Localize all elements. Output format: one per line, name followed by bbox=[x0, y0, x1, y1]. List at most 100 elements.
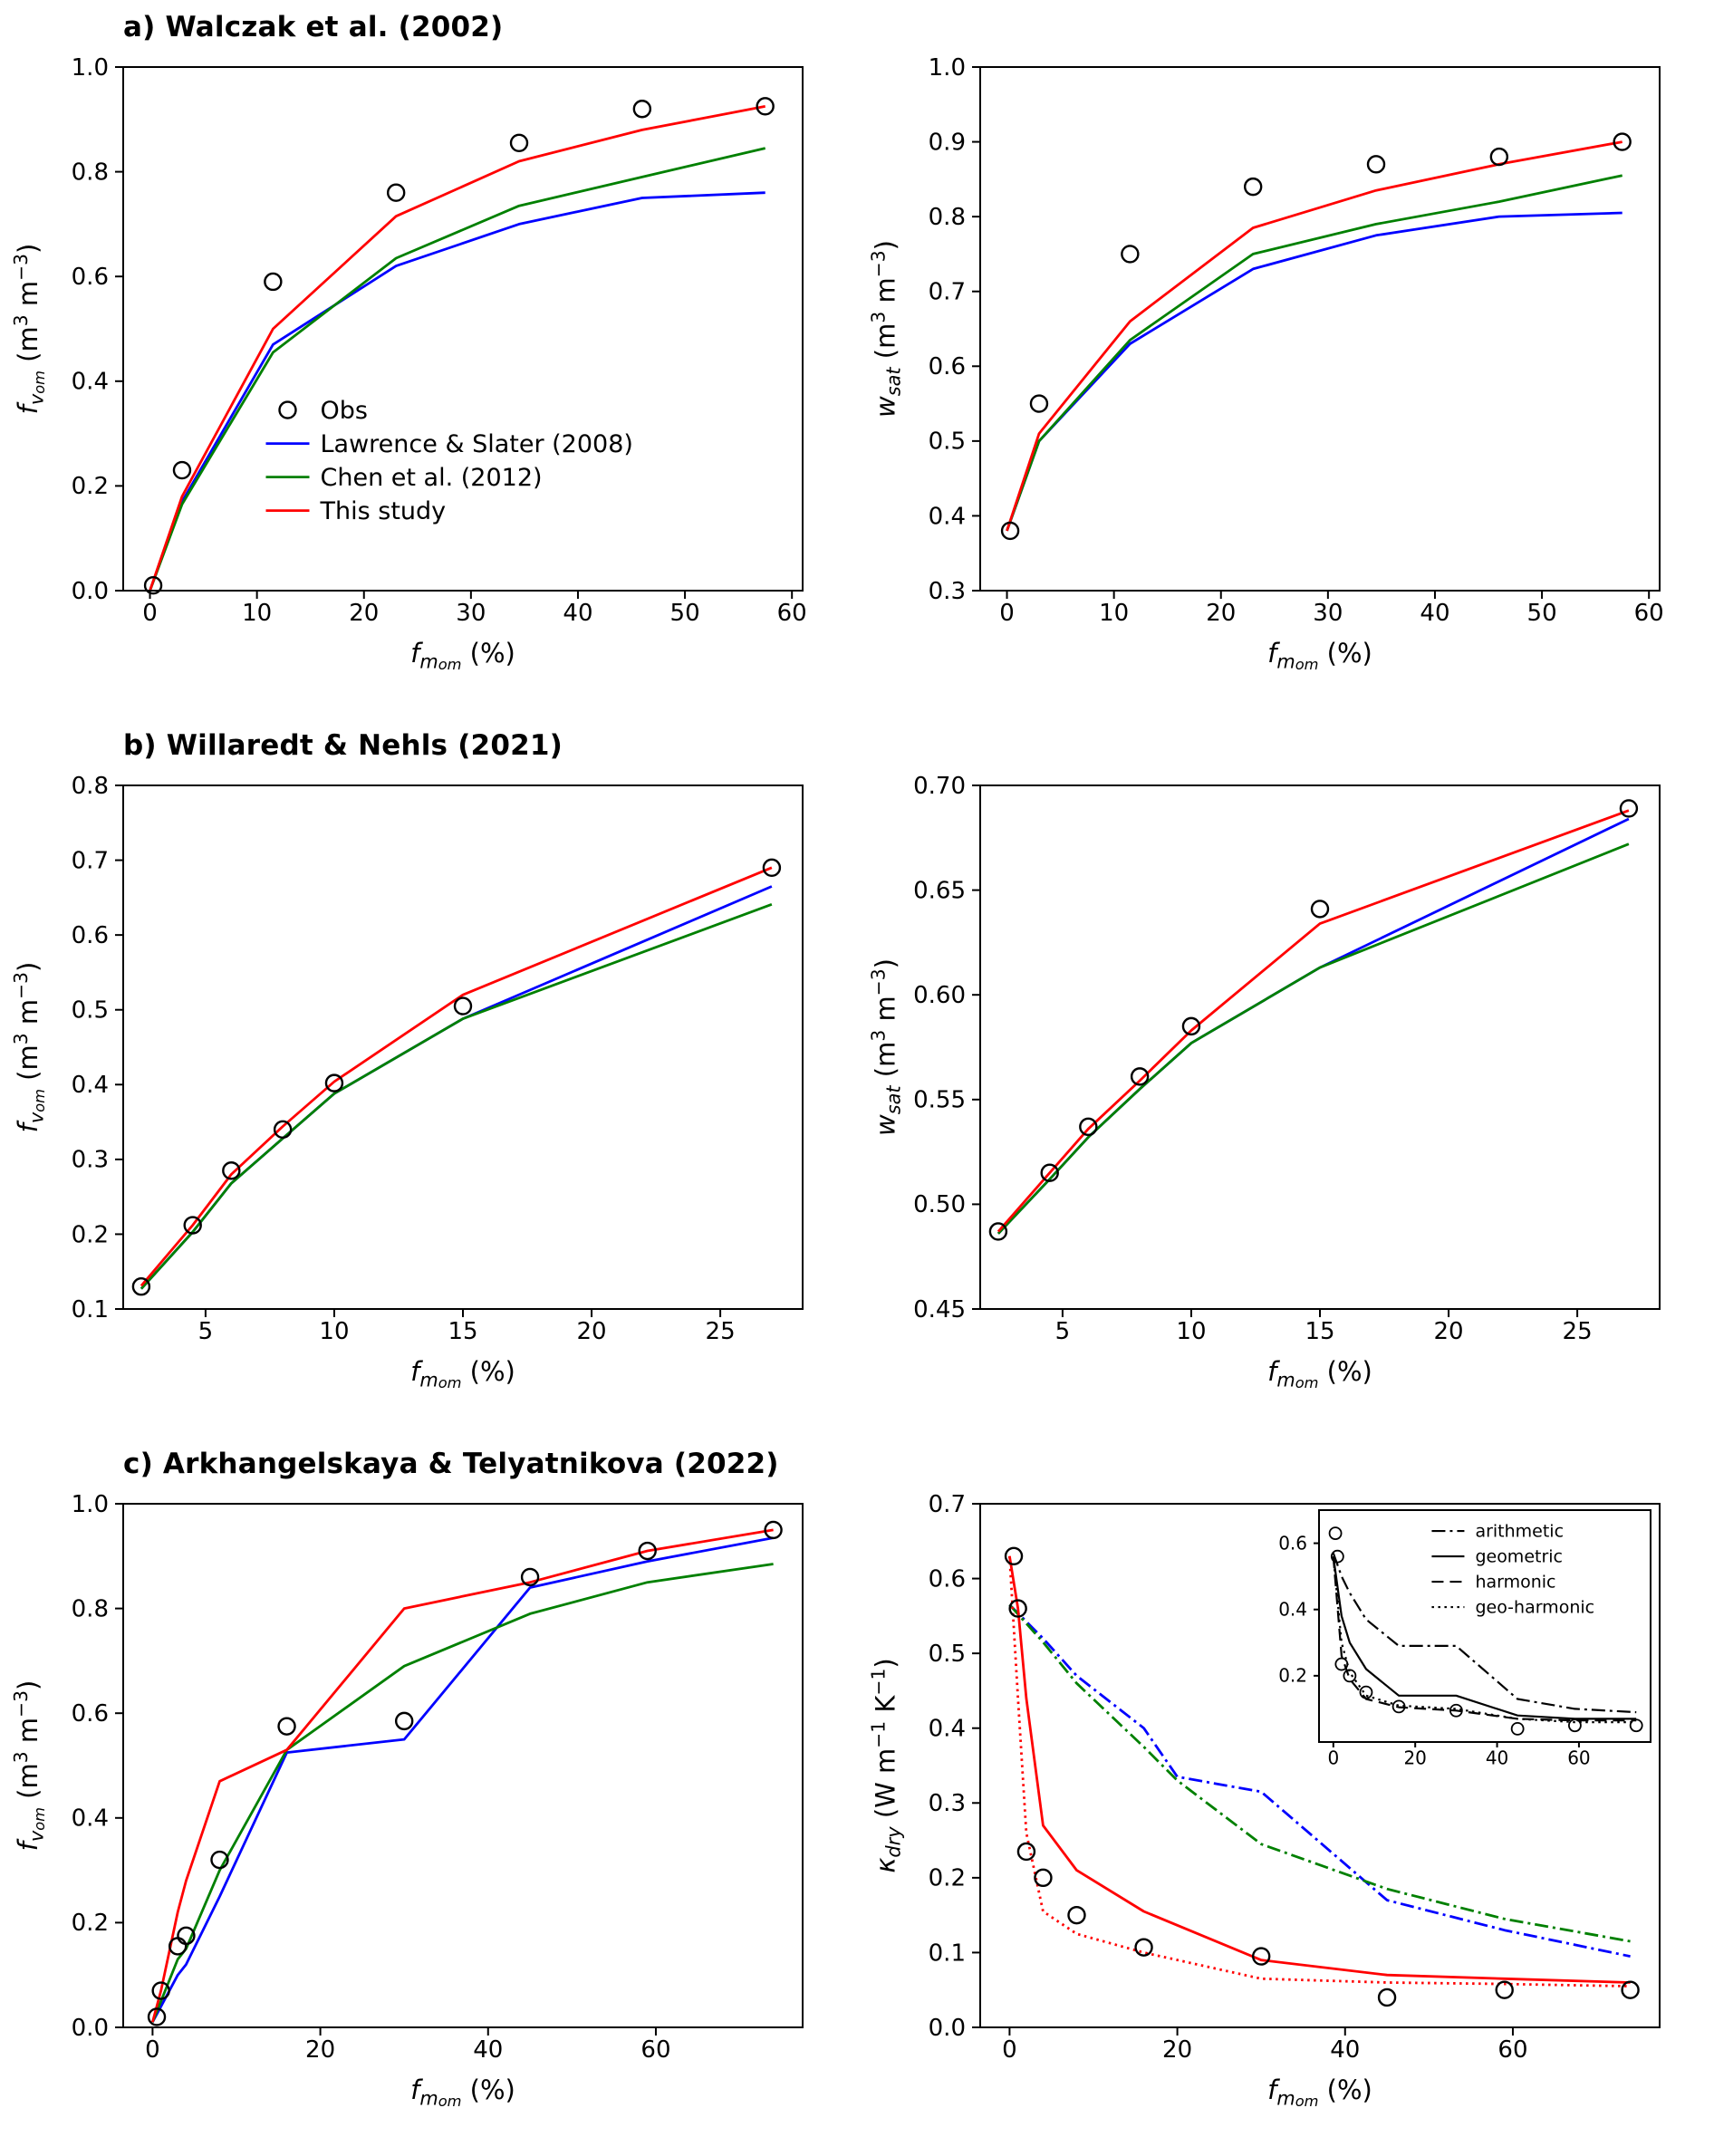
obs-marker bbox=[172, 460, 192, 480]
y-tick-label: 0.8 bbox=[929, 204, 966, 231]
obs-marker bbox=[147, 2007, 167, 2026]
y-axis-label-fvom: fvom (m3 m−3) bbox=[9, 243, 49, 415]
series-line bbox=[1008, 1555, 1631, 1988]
y-axis-label-fvom: fvom (m3 m−3) bbox=[9, 961, 49, 1133]
obs-marker bbox=[177, 1926, 196, 1946]
x-tick-label: 10 bbox=[1176, 1318, 1206, 1345]
axes-frame bbox=[122, 1503, 804, 2028]
series-line bbox=[997, 842, 1630, 1235]
x-axis-label-fmom: fmom (%) bbox=[1267, 638, 1372, 674]
obs-marker bbox=[1391, 1699, 1406, 1714]
legend-label: Lawrence & Slater (2008) bbox=[321, 430, 633, 458]
y-tick-label: 0.4 bbox=[929, 1716, 966, 1743]
panel-c-left: c) Arkhangelskaya & Telyatnikova (2022) … bbox=[0, 1437, 857, 2155]
y-tick-label: 0.6 bbox=[1278, 1532, 1307, 1554]
panel-b-right-title bbox=[980, 729, 1714, 775]
x-tick-label: 10 bbox=[1099, 600, 1129, 627]
obs-marker bbox=[1016, 1842, 1036, 1862]
axes-frame bbox=[979, 1503, 1661, 2028]
obs-marker bbox=[1377, 1988, 1397, 2007]
panel-a-right-title bbox=[980, 11, 1714, 56]
x-tick-label: 60 bbox=[1567, 1747, 1590, 1768]
y-tick-label: 0.2 bbox=[72, 1910, 109, 1937]
y-tick-label: 0.9 bbox=[929, 129, 966, 156]
obs-marker bbox=[1328, 1526, 1343, 1541]
legend-label: arithmetic bbox=[1475, 1522, 1564, 1542]
x-tick-label: 5 bbox=[198, 1318, 214, 1345]
y-tick-label: 0.4 bbox=[929, 503, 966, 530]
y-tick-label: 0.0 bbox=[72, 578, 109, 605]
obs-marker bbox=[1243, 177, 1263, 197]
y-axis-label-wsat: wsat (m3 m−3) bbox=[867, 958, 905, 1136]
panel-c-right-title bbox=[980, 1448, 1714, 1493]
obs-marker bbox=[222, 1161, 241, 1180]
obs-marker bbox=[1510, 1721, 1525, 1736]
obs-marker bbox=[1034, 1868, 1053, 1888]
obs-marker bbox=[1067, 1905, 1086, 1925]
x-tick-label: 0 bbox=[1327, 1747, 1339, 1768]
panel-a-title: a) Walczak et al. (2002) bbox=[123, 11, 504, 43]
chart-c-kdry-inset: 0 20 40 60 0.2 0.4 0.6 arithmetic geometric harmo… bbox=[1272, 1505, 1656, 1775]
obs-marker bbox=[210, 1850, 229, 1870]
x-tick-label: 20 bbox=[305, 2036, 335, 2064]
y-tick-label: 0.4 bbox=[72, 369, 109, 396]
series-line bbox=[1332, 1553, 1637, 1714]
series-line bbox=[140, 866, 773, 1287]
legend-label: geo-harmonic bbox=[1475, 1598, 1594, 1618]
series-line bbox=[1006, 174, 1623, 532]
obs-marker bbox=[632, 100, 652, 119]
x-tick-label: 25 bbox=[706, 1318, 736, 1345]
x-tick-label: 20 bbox=[349, 600, 379, 627]
obs-marker bbox=[638, 1541, 657, 1561]
y-tick-label: 0.0 bbox=[929, 2015, 966, 2042]
panel-b-title: b) Willaredt & Nehls (2021) bbox=[123, 729, 563, 762]
x-axis-label-fmom: fmom (%) bbox=[1267, 2074, 1372, 2111]
obs-marker bbox=[1029, 394, 1049, 413]
y-tick-label: 0.8 bbox=[72, 159, 109, 186]
axes-frame bbox=[979, 784, 1661, 1310]
x-tick-label: 0 bbox=[1002, 2036, 1017, 2064]
obs-marker bbox=[764, 1520, 783, 1540]
y-tick-label: 0.5 bbox=[929, 428, 966, 456]
x-tick-label: 20 bbox=[1433, 1318, 1463, 1345]
y-tick-label: 0.6 bbox=[72, 1700, 109, 1728]
y-tick-label: 0.8 bbox=[72, 1595, 109, 1622]
series-line bbox=[1332, 1556, 1637, 1724]
series-line bbox=[1008, 1603, 1631, 1958]
y-tick-label: 0.2 bbox=[72, 1221, 109, 1248]
y-tick-label: 0.4 bbox=[72, 1072, 109, 1099]
obs-marker bbox=[1040, 1163, 1059, 1182]
series-line bbox=[149, 191, 766, 592]
obs-marker bbox=[1079, 1117, 1098, 1137]
x-tick-label: 20 bbox=[576, 1318, 606, 1345]
x-tick-label: 40 bbox=[1330, 2036, 1360, 2064]
x-tick-label: 40 bbox=[1420, 600, 1449, 627]
legend-label: Obs bbox=[321, 397, 368, 425]
y-tick-label: 0.3 bbox=[929, 578, 966, 605]
x-axis-label-fmom: fmom (%) bbox=[410, 2074, 515, 2111]
obs-marker bbox=[1310, 900, 1330, 919]
obs-marker bbox=[1181, 1016, 1201, 1036]
panel-c-right: κdry (W m−1 K−1) 0 20 40 60 0.0 0.1 0.2 0.3 0.4 0… bbox=[857, 1437, 1714, 2155]
x-tick-label: 20 bbox=[1403, 1747, 1426, 1768]
y-tick-label: 0.3 bbox=[72, 1147, 109, 1174]
panel-a-left: a) Walczak et al. (2002) fvom (m3 m−3) 0… bbox=[0, 0, 857, 718]
x-axis-label-fmom: fmom (%) bbox=[410, 1356, 515, 1392]
x-axis-label-fmom: fmom (%) bbox=[1267, 1356, 1372, 1392]
chart-c-fvom: 0 20 40 60 0.0 0.2 0.4 0.6 0.8 1.0 bbox=[72, 1493, 804, 2064]
y-tick-label: 0.4 bbox=[1278, 1599, 1307, 1621]
obs-marker bbox=[273, 1120, 293, 1140]
obs-marker bbox=[520, 1567, 540, 1587]
obs-marker bbox=[756, 97, 775, 116]
x-tick-label: 50 bbox=[1527, 600, 1557, 627]
x-tick-label: 40 bbox=[1486, 1747, 1508, 1768]
y-tick-label: 0.5 bbox=[929, 1641, 966, 1668]
obs-marker bbox=[183, 1216, 202, 1235]
obs-marker bbox=[264, 272, 283, 292]
x-tick-label: 20 bbox=[1162, 2036, 1192, 2064]
obs-marker bbox=[1613, 132, 1632, 151]
x-tick-label: 15 bbox=[1305, 1318, 1334, 1345]
series-line bbox=[151, 1536, 774, 2023]
x-tick-label: 60 bbox=[640, 2036, 670, 2064]
legend-label: Chen et al. (2012) bbox=[321, 464, 543, 492]
